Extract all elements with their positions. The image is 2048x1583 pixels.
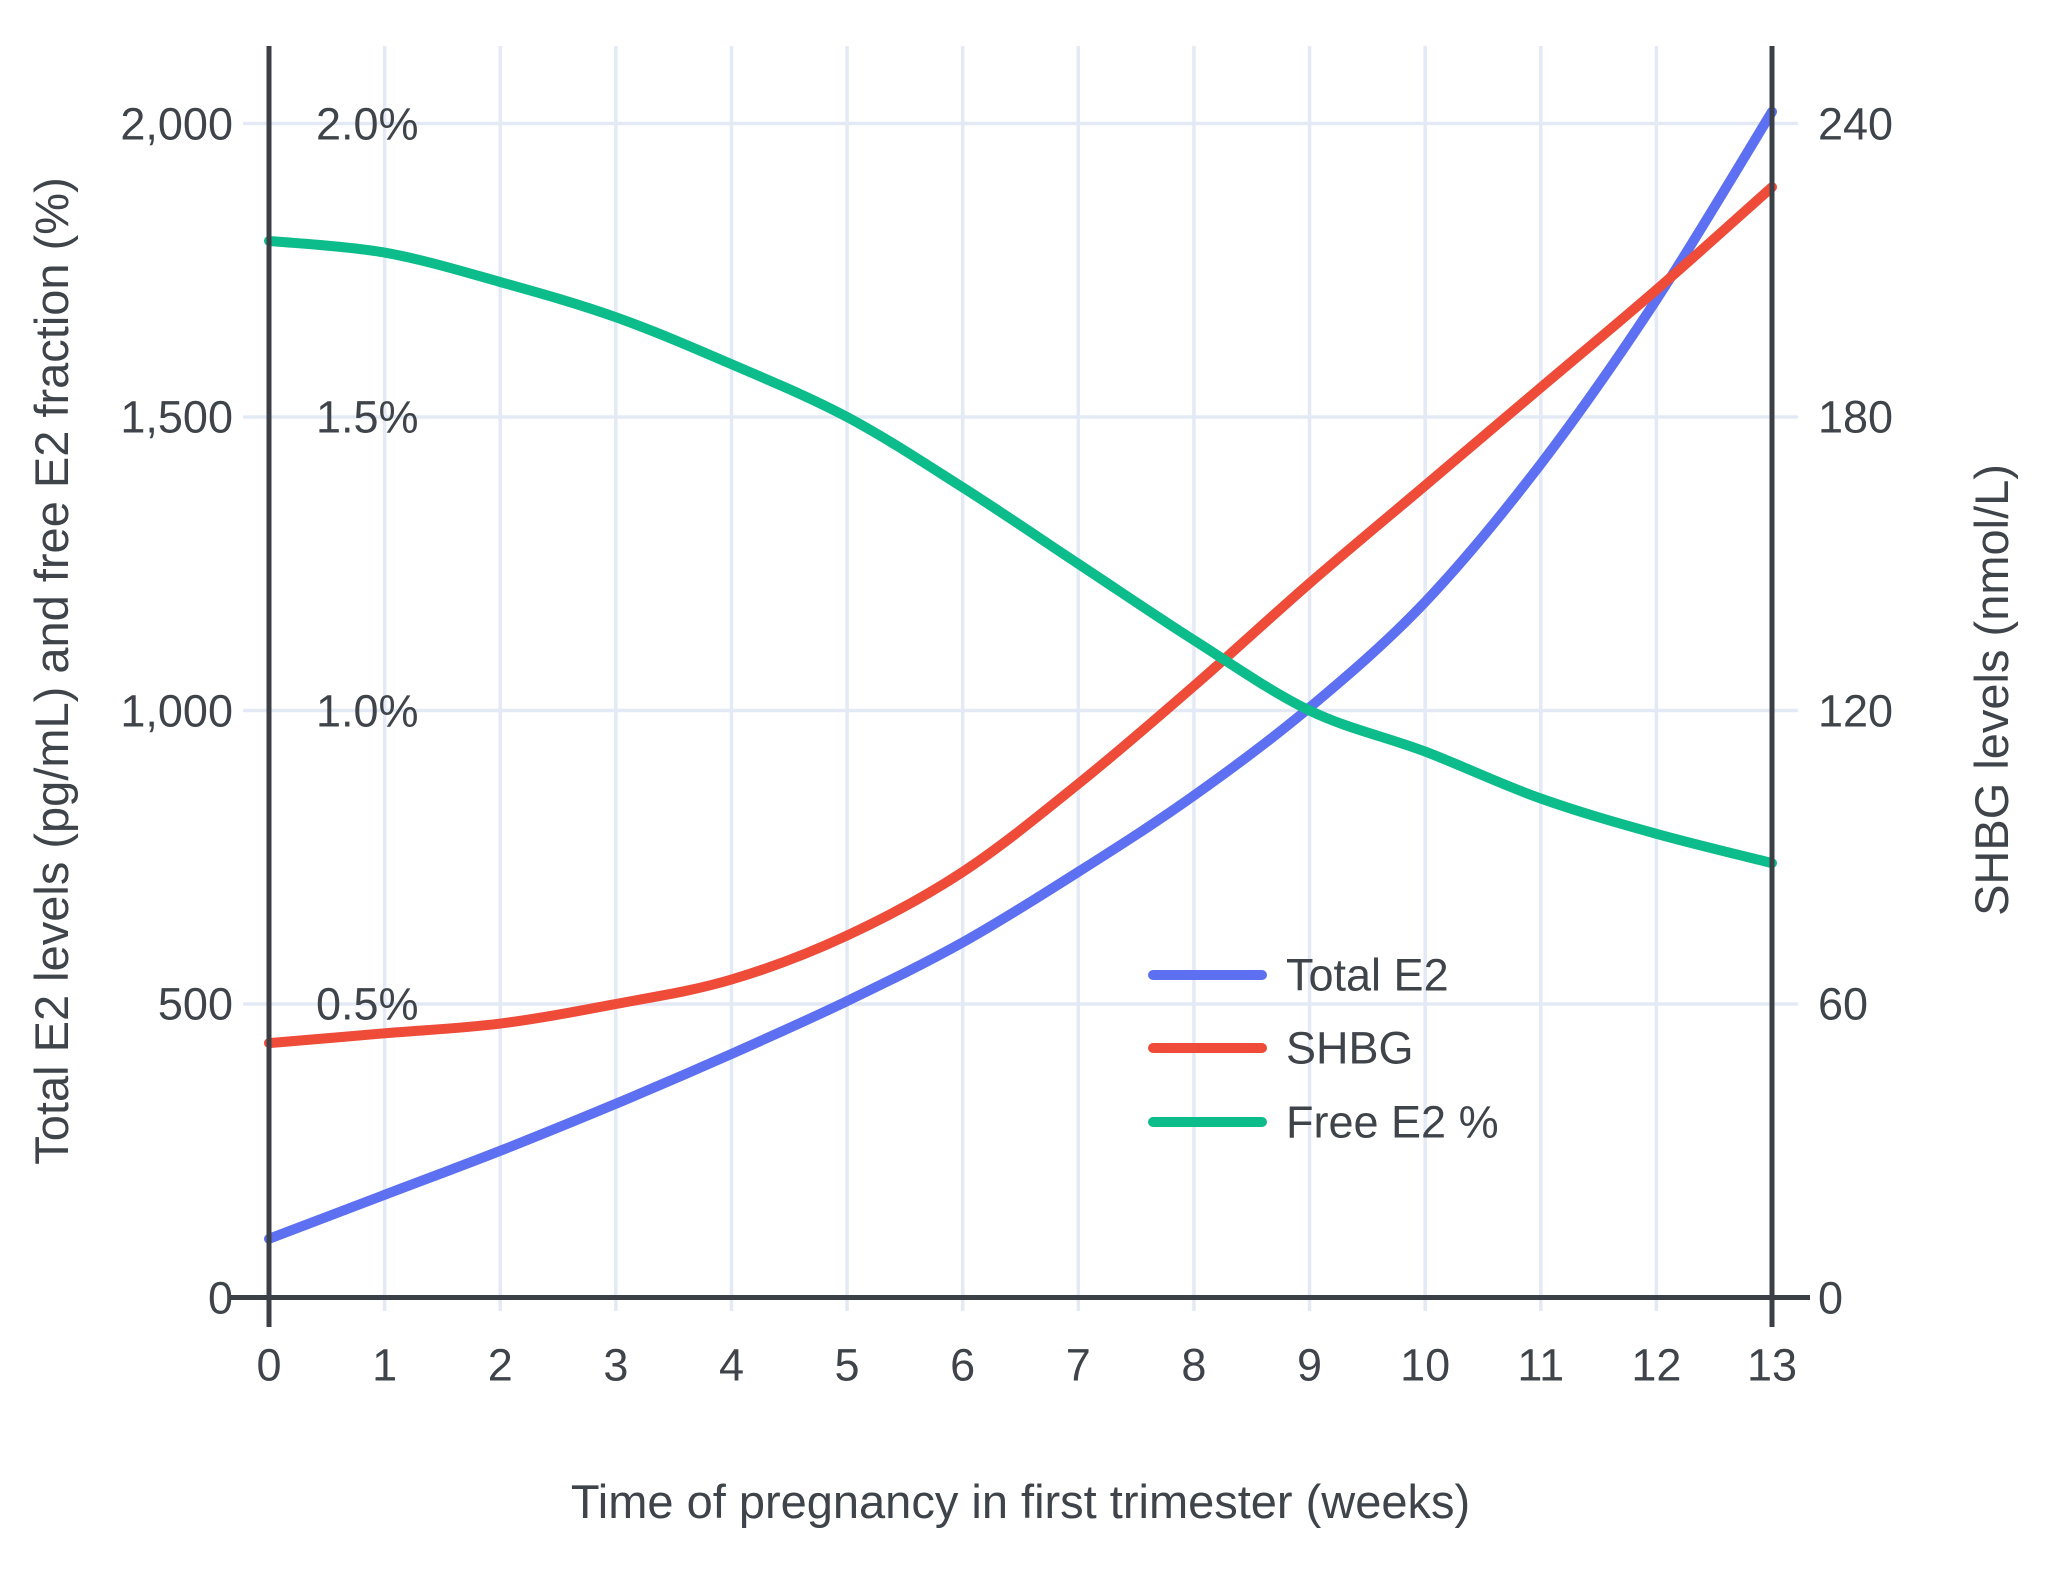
legend-label: Free E2 % <box>1286 1096 1499 1148</box>
tick-label-pct-2.0%: 2.0% <box>316 98 419 149</box>
tick-label-right-240: 240 <box>1818 98 1894 149</box>
tick-label-right-60: 60 <box>1818 978 1869 1030</box>
legend-label: Total E2 <box>1286 949 1449 1001</box>
series-line-total-e2 <box>264 106 1777 1244</box>
tick-label-x-10: 10 <box>1400 1339 1451 1391</box>
tick-label-x-4: 4 <box>718 1339 744 1391</box>
tick-label-pct-1.5%: 1.5% <box>316 391 419 443</box>
tick-label-right-120: 120 <box>1818 685 1894 736</box>
x-axis-title: Time of pregnancy in first trimester (we… <box>570 1475 1471 1528</box>
tick-label-pct-0.5%: 0.5% <box>316 978 419 1030</box>
tick-label-x-9: 9 <box>1297 1339 1323 1391</box>
tick-label-x-3: 3 <box>603 1339 629 1391</box>
total-e2-line-swatch <box>1148 970 1267 980</box>
tick-label-x-11: 11 <box>1517 1339 1565 1391</box>
tick-label-x-1: 1 <box>372 1339 398 1391</box>
tick-label-x-7: 7 <box>1065 1339 1091 1391</box>
tick-label-right-0: 0 <box>1818 1272 1844 1323</box>
shbg-line-swatch <box>1148 1043 1267 1053</box>
tick-label-x-13: 13 <box>1746 1339 1798 1391</box>
legend-label: SHBG <box>1286 1022 1414 1074</box>
tick-label-right-180: 180 <box>1818 391 1894 443</box>
tick-label-left-500: 500 <box>157 978 233 1030</box>
tick-label-x-6: 6 <box>950 1339 976 1391</box>
tick-label-x-2: 2 <box>487 1339 513 1391</box>
tick-label-left-1,500: 1,500 <box>120 391 233 443</box>
series-line-shbg <box>264 182 1777 1049</box>
tick-label-left-0: 0 <box>207 1272 233 1323</box>
free-e2-line-swatch <box>1148 1117 1267 1127</box>
tick-label-pct-1.0%: 1.0% <box>316 685 419 736</box>
series-line-free-e2- <box>264 235 1777 869</box>
tick-label-left-1,000: 1,000 <box>120 685 233 736</box>
tick-label-x-8: 8 <box>1181 1339 1207 1391</box>
tick-label-left-2,000: 2,000 <box>120 98 233 149</box>
tick-label-x-0: 0 <box>256 1339 282 1391</box>
tick-label-x-12: 12 <box>1631 1339 1682 1391</box>
tick-label-x-5: 5 <box>834 1339 860 1391</box>
y-axis-right-title: SHBG levels (nmol/L) <box>1965 464 2019 916</box>
y-axis-left-title: Total E2 levels (pg/mL) and free E2 frac… <box>25 177 79 1165</box>
